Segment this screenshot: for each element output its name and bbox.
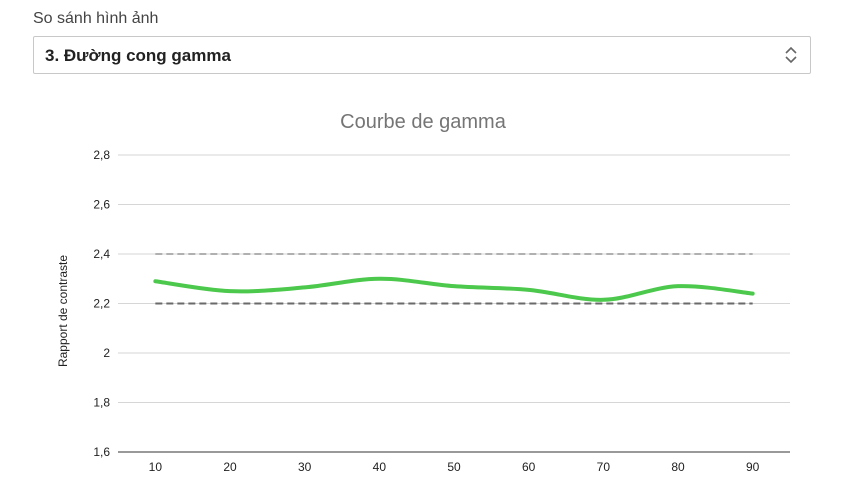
y-tick-label: 2 — [103, 346, 110, 360]
section-label: So sánh hình ảnh — [33, 10, 159, 27]
x-tick-label: 50 — [447, 460, 461, 474]
x-tick-label: 20 — [223, 460, 237, 474]
x-tick-label: 10 — [149, 460, 163, 474]
x-tick-label: 60 — [522, 460, 536, 474]
x-tick-label: 40 — [373, 460, 387, 474]
series-line — [153, 276, 755, 302]
x-tick-label: 30 — [298, 460, 312, 474]
x-tick-label: 70 — [597, 460, 611, 474]
y-tick-label: 2,4 — [93, 247, 110, 261]
chart-title: Courbe de gamma — [340, 111, 507, 133]
gamma-curve-select[interactable]: 3. Đường cong gamma — [33, 36, 811, 74]
select-value: 3. Đường cong gamma — [45, 46, 231, 65]
chevron-up-down-icon — [785, 46, 797, 64]
y-tick-label: 2,6 — [93, 198, 110, 212]
x-tick-label: 90 — [746, 460, 760, 474]
y-axis-title: Rapport de contraste — [56, 255, 70, 367]
y-tick-label: 2,2 — [93, 297, 110, 311]
y-tick-label: 2,8 — [93, 148, 110, 162]
y-tick-label: 1,8 — [93, 396, 110, 410]
y-tick-label: 1,6 — [93, 445, 110, 459]
x-tick-label: 80 — [671, 460, 685, 474]
